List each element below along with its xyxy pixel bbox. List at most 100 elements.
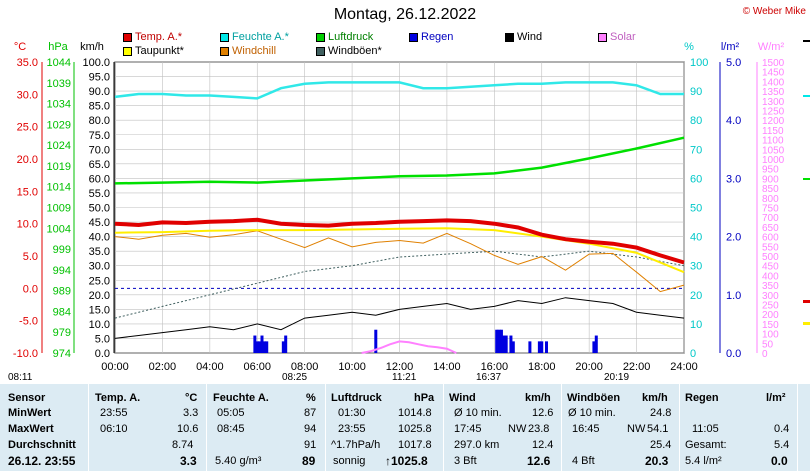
solar-tick: 1150 xyxy=(762,126,784,137)
hum-abs: 5.40 g/m³ xyxy=(215,455,262,467)
temp-unit: °C xyxy=(185,392,198,404)
legend-item: Regen xyxy=(409,31,453,43)
humidity-line xyxy=(114,81,684,100)
press-header: Luftdruck xyxy=(331,392,382,404)
legend-label: Solar xyxy=(610,31,636,43)
press-trend: ^1.7hPa/h xyxy=(331,439,381,451)
wind-tick: 45.0 xyxy=(89,217,110,229)
wind-tick: 70.0 xyxy=(89,144,110,156)
legend-swatch xyxy=(316,32,325,42)
press-avg: 1017.8 xyxy=(398,439,432,451)
temp-header: Temp. A. xyxy=(95,392,141,404)
axis-unit-wind: km/h xyxy=(80,41,104,53)
wind-tick: 20.0 xyxy=(89,290,110,302)
pressure-tick: 974 xyxy=(53,348,71,360)
pressure-tick: 1024 xyxy=(47,140,71,152)
wind-distance: 297.0 km xyxy=(454,439,500,451)
pressure-tick: 994 xyxy=(53,265,71,277)
gust-avg: 25.4 xyxy=(650,439,672,451)
legend-label: Taupunkt* xyxy=(135,45,184,57)
x-tick: 08:00 xyxy=(291,361,319,373)
wind-tick: 30.0 xyxy=(89,261,110,273)
x-tick: 10:00 xyxy=(338,361,366,373)
solar-tick: 1400 xyxy=(762,77,785,88)
rain-bar xyxy=(504,335,508,353)
x-tick: 02:00 xyxy=(149,361,177,373)
press-min-time: 01:30 xyxy=(338,407,366,419)
humidity-tick: 10 xyxy=(690,319,702,331)
gust-max-dir: NW xyxy=(627,423,646,435)
wind-tick: 65.0 xyxy=(89,159,110,171)
pressure-tick: 1039 xyxy=(47,78,71,90)
wind-bft: 3 Bft xyxy=(454,455,477,467)
humidity-tick: 80 xyxy=(690,115,702,127)
rain-bar xyxy=(260,335,264,353)
avg-label: Durchschnitt xyxy=(8,439,76,451)
solar-tick: 1300 xyxy=(762,97,785,108)
pressure-tick: 1009 xyxy=(47,203,71,215)
gust-unit: km/h xyxy=(642,392,668,404)
wind-tick: 40.0 xyxy=(89,232,110,244)
solar-tick: 1100 xyxy=(762,136,784,147)
rain-current: 0.0 xyxy=(771,454,788,468)
press-condition: sonnig xyxy=(333,455,366,467)
rain-bar xyxy=(281,341,285,353)
solar-tick: 1350 xyxy=(762,87,785,98)
pressure-tick: 1029 xyxy=(47,119,71,131)
temp-max: 10.6 xyxy=(177,423,199,435)
wind-tick: 85.0 xyxy=(89,101,110,113)
humidity-tick: 30 xyxy=(690,261,702,273)
rain-header: Regen xyxy=(685,392,719,404)
press-max: 1025.8 xyxy=(398,423,432,435)
hum-unit: % xyxy=(306,392,316,404)
x-tick: 14:00 xyxy=(433,361,461,373)
rain-bar xyxy=(511,341,515,353)
legend-swatch xyxy=(598,32,607,42)
legend-item: Wind xyxy=(505,31,542,43)
rain-tick: 2.0 xyxy=(726,232,741,244)
wind-tick: 0.0 xyxy=(95,348,110,360)
solar-tick: 0 xyxy=(762,349,768,360)
gust-current: 20.3 xyxy=(645,454,669,468)
humidity-tick: 50 xyxy=(690,203,702,215)
temp-tick: 20.0 xyxy=(17,154,38,166)
rain-bar xyxy=(544,341,548,353)
legend-swatch xyxy=(220,46,229,56)
stub xyxy=(803,322,810,325)
stub xyxy=(803,40,810,42)
copyright[interactable]: © Weber Mike xyxy=(742,6,806,17)
min-label: MinWert xyxy=(8,407,52,419)
legend-label: Feuchte A.* xyxy=(232,31,289,43)
press-unit: hPa xyxy=(414,392,435,404)
pressure-tick: 979 xyxy=(53,327,71,339)
moon-time: 16:37 xyxy=(476,372,502,383)
axis-unit-pressure: hPa xyxy=(48,41,68,53)
pressure-tick: 1044 xyxy=(47,57,71,69)
solar-tick: 1000 xyxy=(762,155,785,166)
legend-swatch xyxy=(409,32,418,42)
rain-bar xyxy=(495,329,499,353)
legend-item: Windböen* xyxy=(316,45,382,57)
rain-bar xyxy=(502,335,506,353)
hum-avg: 91 xyxy=(304,439,317,451)
legend-label: Windböen* xyxy=(328,45,382,57)
temp-tick: 10.0 xyxy=(17,219,38,231)
sunrise-time: 08:11 xyxy=(8,372,33,383)
solar-tick: 1050 xyxy=(762,145,785,156)
rain-tick: 0.0 xyxy=(726,348,741,360)
stub xyxy=(803,178,810,180)
temp-min: 3.3 xyxy=(183,407,199,419)
temp-tick: 30.0 xyxy=(17,89,38,101)
solar-tick: 400 xyxy=(762,271,779,282)
wind-tick: 15.0 xyxy=(89,304,110,316)
solar-tick: 1250 xyxy=(762,107,785,118)
rain-bar xyxy=(258,341,262,353)
sensor-header: Sensor xyxy=(8,392,46,404)
press-current: ↑1025.8 xyxy=(385,454,428,468)
temp-tick: 5.0 xyxy=(23,251,38,263)
x-tick: 04:00 xyxy=(196,361,224,373)
sunset-time: 20:19 xyxy=(604,372,630,383)
wind-header: Wind xyxy=(449,392,476,404)
wind-tick: 90.0 xyxy=(89,86,110,98)
humidity-tick: 60 xyxy=(690,173,702,185)
